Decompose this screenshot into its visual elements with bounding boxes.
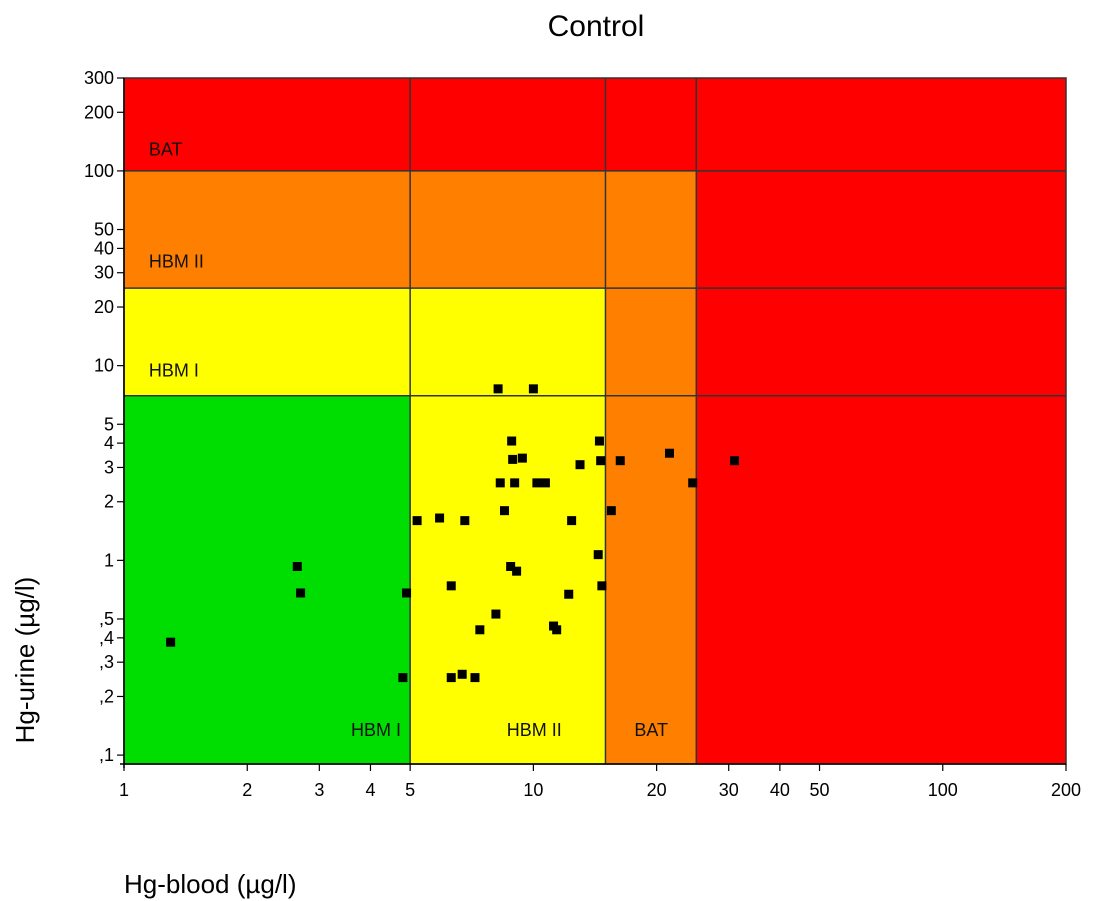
x-tick-label: 30 <box>719 780 739 800</box>
data-point <box>567 516 577 526</box>
zone-red-6 <box>696 288 1066 396</box>
x-tick-label: 10 <box>523 780 543 800</box>
zone-label-1: HBM II <box>149 251 204 271</box>
y-tick-label: 1 <box>104 550 114 570</box>
y-tick-label: ,2 <box>99 686 114 706</box>
data-point <box>532 478 542 488</box>
x-tick-label: 2 <box>242 780 252 800</box>
data-point <box>517 453 527 463</box>
x-tick-label: 200 <box>1051 780 1081 800</box>
zone-orange-2 <box>605 395 697 764</box>
data-point <box>512 566 522 576</box>
data-point <box>460 516 470 526</box>
data-point <box>412 516 422 526</box>
y-tick-label: 300 <box>84 68 114 88</box>
data-point <box>398 673 408 683</box>
zone-label-2: HBM I <box>149 360 199 380</box>
chart-title: Control <box>548 10 645 43</box>
data-point <box>296 588 306 598</box>
x-tick-label: 1 <box>119 780 129 800</box>
y-tick-label: ,4 <box>99 628 114 648</box>
data-point <box>457 669 467 679</box>
data-point <box>730 456 740 466</box>
zones-layer <box>124 78 1066 764</box>
data-point <box>475 625 485 635</box>
x-axis-label: Hg-blood (µg/l) <box>124 869 297 899</box>
x-tick-label: 3 <box>314 780 324 800</box>
data-points <box>166 384 740 683</box>
y-tick-label: 20 <box>94 297 114 317</box>
data-point <box>597 581 607 591</box>
data-point <box>446 673 456 683</box>
x-tick-label: 100 <box>928 780 958 800</box>
data-point <box>564 589 574 599</box>
y-tick-label: 2 <box>104 492 114 512</box>
data-point <box>166 637 176 647</box>
data-point <box>688 478 698 488</box>
zone-red-3 <box>696 395 1066 764</box>
data-point <box>435 513 445 523</box>
y-tick-label: 4 <box>104 433 114 453</box>
y-tick-label: 5 <box>104 414 114 434</box>
zone-labels: BAT HBM II HBM I HBM I HBM II BAT <box>149 139 668 740</box>
data-point <box>292 561 302 571</box>
zone-label-4: HBM II <box>507 720 562 740</box>
data-point <box>507 436 517 446</box>
data-point <box>495 478 505 488</box>
data-point <box>528 384 538 394</box>
data-point <box>606 506 616 516</box>
y-tick-label: 30 <box>94 263 114 283</box>
zone-red-8 <box>696 170 1066 289</box>
y-tick-label: 100 <box>84 161 114 181</box>
data-point <box>575 460 585 470</box>
y-tick-label: 10 <box>94 356 114 376</box>
data-point <box>552 625 562 635</box>
y-tick-label: 50 <box>94 220 114 240</box>
zone-green-0 <box>124 395 411 764</box>
data-point <box>508 454 518 464</box>
data-point <box>491 609 501 619</box>
y-tick-label: ,5 <box>99 609 114 629</box>
data-point <box>470 673 480 683</box>
zone-label-3: HBM I <box>351 720 401 740</box>
y-tick-label: ,3 <box>99 652 114 672</box>
data-point <box>664 448 674 458</box>
data-point <box>594 436 604 446</box>
data-point <box>402 588 412 598</box>
x-tick-label: 40 <box>770 780 790 800</box>
x-tick-label: 5 <box>405 780 415 800</box>
zone-yellow-1 <box>410 395 606 764</box>
x-tick-label: 50 <box>810 780 830 800</box>
y-tick-label: 200 <box>84 102 114 122</box>
axes: 1 2 3 4 5 10 20 30 40 50 100 200,1,2,3,4,5123451020… <box>84 68 1081 800</box>
data-point <box>510 478 520 488</box>
y-tick-label: 3 <box>104 457 114 477</box>
zone-label-0: BAT <box>149 139 183 159</box>
zone-yellow-4 <box>124 288 606 396</box>
data-point <box>506 561 516 571</box>
data-point <box>540 478 550 488</box>
zone-label-5: BAT <box>634 720 668 740</box>
data-point <box>499 506 509 516</box>
zone-red-9 <box>124 78 1066 171</box>
data-point <box>446 581 456 591</box>
y-tick-label: ,1 <box>99 745 114 765</box>
zone-orange-5 <box>605 288 697 396</box>
data-point <box>615 456 625 466</box>
x-tick-label: 4 <box>365 780 375 800</box>
data-point <box>493 384 503 394</box>
data-point <box>593 550 603 560</box>
data-point <box>596 456 606 466</box>
y-tick-label: 40 <box>94 238 114 258</box>
y-axis-label: Hg-urine (µg/l) <box>10 577 40 744</box>
x-tick-label: 20 <box>647 780 667 800</box>
